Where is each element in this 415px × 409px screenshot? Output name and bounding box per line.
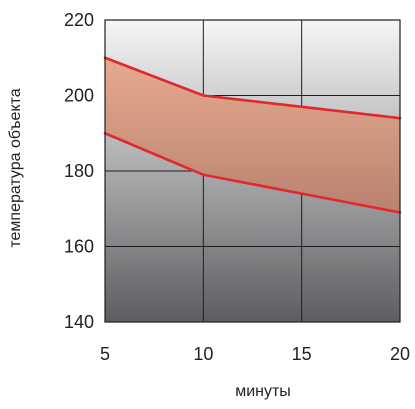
- x-axis-label: минуты: [235, 383, 291, 400]
- x-tick-label: 15: [292, 344, 312, 364]
- y-tick-label: 180: [64, 161, 94, 181]
- y-tick-label: 220: [64, 10, 94, 30]
- x-tick-label: 20: [390, 344, 410, 364]
- y-tick-label: 200: [64, 86, 94, 106]
- y-tick-label: 160: [64, 237, 94, 257]
- y-axis-ticks: 140 160 180 200 220: [64, 10, 94, 332]
- x-tick-label: 10: [193, 344, 213, 364]
- y-axis-label: температура объекта: [7, 88, 24, 247]
- x-axis-ticks: 5 10 15 20: [100, 344, 410, 364]
- y-tick-label: 140: [64, 312, 94, 332]
- x-tick-label: 5: [100, 344, 110, 364]
